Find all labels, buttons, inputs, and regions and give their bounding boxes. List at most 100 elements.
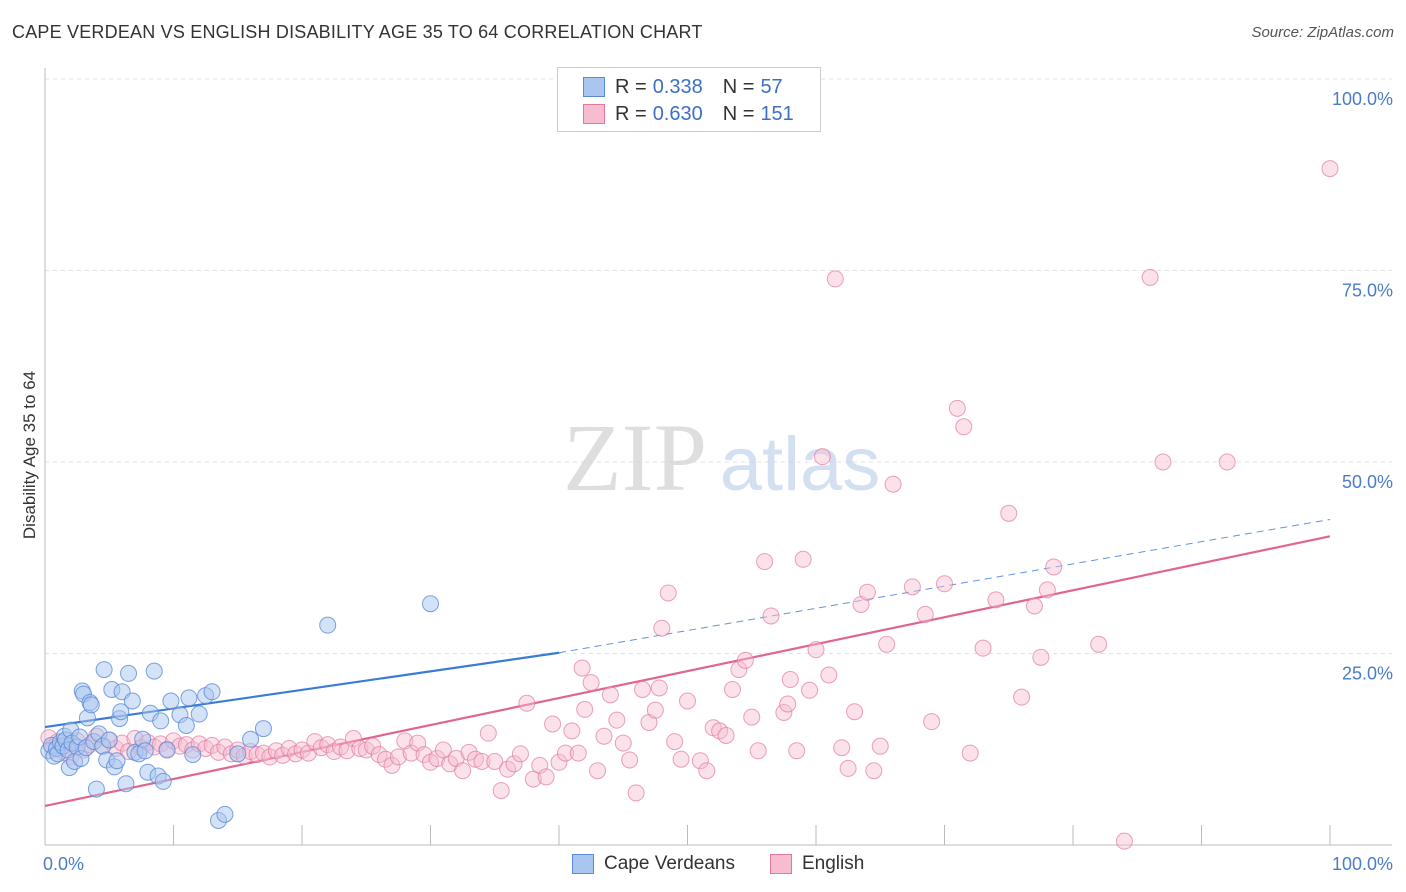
cape-verdean-point [216,805,234,823]
cape-verdean-point [145,662,163,680]
english-point [653,619,671,637]
english-point [434,741,452,759]
english-point [743,708,761,726]
english-point [1000,504,1018,522]
english-point [936,575,953,593]
english-point [505,755,523,773]
english-point [479,724,497,742]
series-cape-verdeans-points [40,595,439,829]
english-point [460,743,478,761]
stats-legend: R = 0.338 N = 57 R = 0.630 N = 151 [557,67,821,132]
english-point [306,733,324,751]
cape-verdean-point [112,703,130,721]
english-point [858,583,876,601]
english-point [486,753,504,771]
trend-line-cape-verdeans [44,518,1331,729]
english-point [344,730,362,748]
cape-verdean-point [87,780,105,798]
trend-solid-english [44,535,1331,808]
cape-verdean-point [229,745,247,763]
cape-verdean-point [136,742,154,760]
y-tick-label: 25.0% [1342,664,1393,684]
grid-lines [45,78,1392,654]
legend-n-value: 57 [760,75,783,98]
english-point [601,686,619,704]
english-point [614,734,632,752]
english-point [878,635,896,653]
english-point [563,722,581,740]
english-point [987,591,1005,609]
english-point [544,715,562,733]
cape-verdean-point [100,731,118,749]
chart-title: CAPE VERDEAN VS ENGLISH DISABILITY AGE 3… [12,22,703,42]
english-point [511,745,529,763]
english-point [1045,558,1063,576]
english-point [916,605,934,623]
english-point [801,681,819,699]
english-point [871,737,889,755]
english-point [749,742,767,760]
english-point [428,749,446,767]
bottom-swatch-english [770,854,792,874]
english-point [698,762,716,780]
cape-verdean-point [123,692,141,710]
cape-verdean-point [319,616,337,634]
english-point [813,448,831,466]
english-point [884,475,902,493]
watermark-atlas: atlas [720,422,881,507]
english-point [377,750,395,768]
cape-verdean-point [82,696,100,714]
chart-source: Source: ZipAtlas.com [1251,24,1394,41]
series-english-points [40,160,1339,850]
english-point [794,550,812,568]
cape-verdean-point [95,661,113,679]
english-point [717,726,735,744]
english-point [723,681,741,699]
english-point [402,744,420,762]
cape-verdean-point [184,746,202,764]
english-point [839,759,857,777]
english-point [756,553,774,571]
english-point [383,756,401,774]
english-point [865,762,883,780]
english-point [621,751,639,769]
english-point [274,746,292,764]
y-tick-label: 50.0% [1342,472,1393,492]
legend-n-label: N = [722,75,755,98]
cape-verdean-point [190,705,208,723]
cape-verdean-point [422,595,439,613]
legend-r-value: 0.630 [652,102,703,125]
english-point [576,700,594,718]
english-point [672,750,690,768]
english-point [573,659,591,677]
english-point [955,418,973,436]
english-point [779,695,797,713]
english-point [454,762,472,780]
english-point [608,711,626,729]
trend-dashed-cape-verdeans [558,518,1331,654]
legend-row-cape-verdeans: R = 0.338 N = 57 [583,75,787,99]
watermark-zip: ZIP [563,404,707,511]
english-point [351,739,369,757]
trend-line-english [44,535,1331,808]
english-point [1032,648,1050,666]
english-point [569,744,587,762]
english-point [691,752,709,770]
english-point [961,744,979,762]
english-point [1321,160,1339,178]
english-point [1141,268,1159,286]
axes [44,68,1392,846]
bottom-legend-cape-verdeans: Cape Verdeans [572,853,735,875]
legend-r-value: 0.338 [652,75,703,98]
english-point [1013,688,1031,706]
english-point [730,661,748,679]
cape-verdean-point [203,683,221,701]
english-point [466,750,484,768]
x-tick-label: 100.0% [1332,854,1393,874]
english-point [666,733,684,751]
english-point [646,701,664,719]
cape-verdean-point [177,717,195,735]
english-point [589,762,607,780]
english-point [550,753,568,771]
english-point [762,607,780,625]
